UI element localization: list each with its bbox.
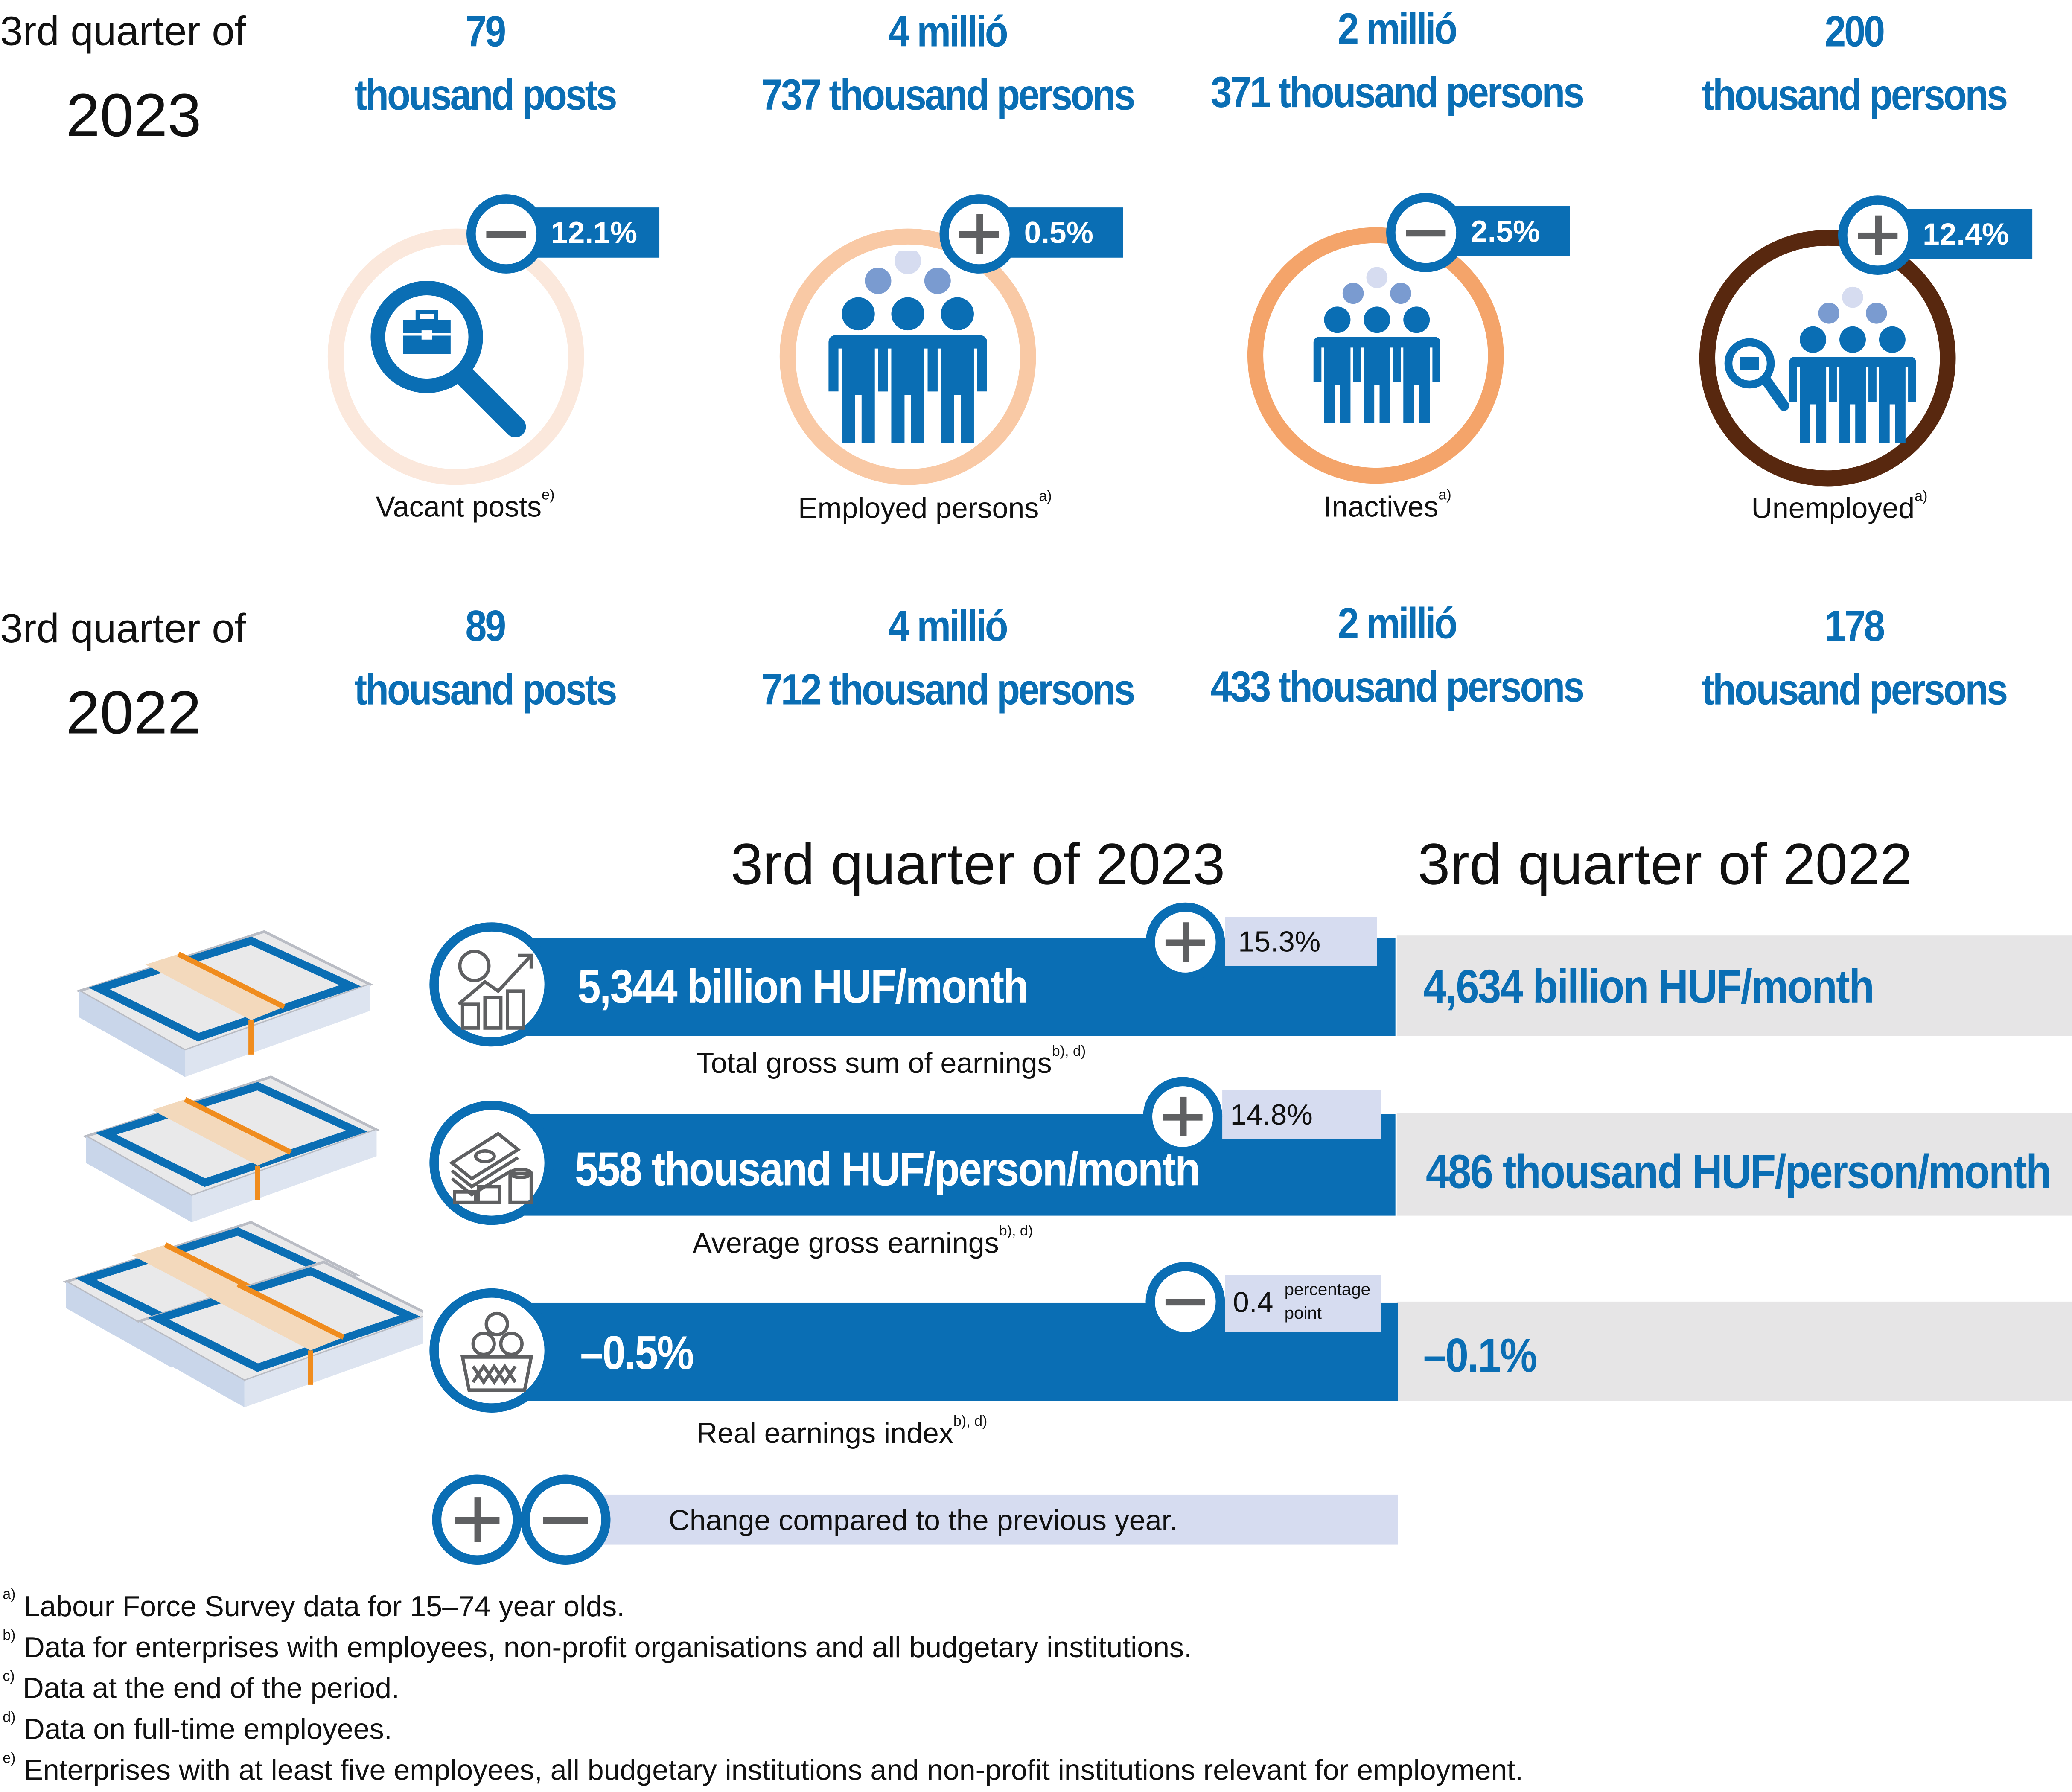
real-index-change-unit: point xyxy=(1284,1302,1322,1323)
plus-icon xyxy=(1145,902,1225,982)
average-earnings-previous-value: 486 thousand HUF/person/month xyxy=(1425,1144,2052,1199)
banknotes-coins-icon xyxy=(429,1101,554,1225)
real-index-change-value: 0.4 xyxy=(1233,1285,1274,1319)
inactive-previous-value: 2 millió 433 thousand persons xyxy=(1210,598,1585,711)
real-index-change: 0.4 percentage point xyxy=(1225,1275,1381,1332)
minus-icon xyxy=(466,194,546,274)
total-earnings-previous-value: 4,634 billion HUF/month xyxy=(1423,959,1874,1014)
average-earnings-previous-bar xyxy=(1396,1113,2072,1216)
footnote-e: e) Enterprises with at least five employ… xyxy=(3,1751,1524,1787)
footnote-d: d) Data on full-time employees. xyxy=(3,1710,392,1746)
vacant-current-value: 79 thousand posts xyxy=(354,6,617,119)
real-index-change-unit: percentage xyxy=(1284,1279,1371,1299)
real-index-current-value: –0.5% xyxy=(580,1325,694,1380)
unemployed-label: Unemployeda) xyxy=(1751,489,1928,525)
employed-persons-label: Employed personsa) xyxy=(798,489,1052,525)
magnifier-briefcase-icon xyxy=(370,280,526,437)
plus-icon xyxy=(1838,195,1918,275)
plus-icon xyxy=(1143,1077,1223,1157)
total-earnings-previous-bar xyxy=(1396,935,2072,1036)
current-period-label: 3rd quarter of xyxy=(0,8,246,54)
current-period-year: 2023 xyxy=(66,80,201,149)
average-earnings-change: 14.8% xyxy=(1222,1090,1381,1139)
inactive-current-value: 2 millió 371 thousand persons xyxy=(1210,4,1585,117)
legend-text: Change compared to the previous year. xyxy=(581,1494,1398,1545)
total-earnings-label: Total gross sum of earningsb), d) xyxy=(696,1044,1086,1080)
money-stack-illustration xyxy=(53,930,423,1414)
minus-icon xyxy=(1386,193,1466,272)
total-earnings-change: 15.3% xyxy=(1225,917,1377,966)
previous-period-label: 3rd quarter of xyxy=(0,605,246,652)
vacant-previous-value: 89 thousand posts xyxy=(354,601,617,714)
basket-coins-icon xyxy=(429,1288,554,1413)
inactives-label: Inactivesa) xyxy=(1323,487,1451,524)
people-group-icon xyxy=(1285,264,1469,423)
unemployed-current-value: 200 thousand persons xyxy=(1702,6,2008,119)
plus-icon xyxy=(939,194,1019,274)
previous-period-year: 2022 xyxy=(66,678,201,747)
employed-current-value: 4 millió 737 thousand persons xyxy=(761,6,1136,119)
footnote-a: a) Labour Force Survey data for 15–74 ye… xyxy=(3,1587,625,1623)
rising-earnings-chart-icon xyxy=(429,922,554,1047)
business-people-icon xyxy=(815,251,1000,443)
earnings-header-current: 3rd quarter of 2023 xyxy=(730,832,1225,897)
plus-icon xyxy=(432,1474,522,1565)
total-earnings-current-value: 5,344 billion HUF/month xyxy=(577,959,1029,1014)
minus-icon xyxy=(1145,1262,1225,1341)
earnings-header-previous: 3rd quarter of 2022 xyxy=(1417,832,1912,897)
average-earnings-label: Average gross earningsb), d) xyxy=(692,1224,1033,1259)
minus-icon xyxy=(520,1474,611,1565)
unemployed-previous-value: 178 thousand persons xyxy=(1702,601,2008,714)
footnote-c: c) Data at the end of the period. xyxy=(3,1669,399,1705)
employed-previous-value: 4 millió 712 thousand persons xyxy=(761,601,1136,714)
footnote-b: b) Data for enterprises with employees, … xyxy=(3,1628,1192,1664)
real-index-label: Real earnings indexb), d) xyxy=(696,1414,988,1450)
real-index-previous-value: –0.1% xyxy=(1423,1328,1537,1382)
real-index-previous-bar xyxy=(1396,1301,2072,1401)
average-earnings-current-value: 558 thousand HUF/person/month xyxy=(574,1142,1201,1196)
vacant-posts-label: Vacant postse) xyxy=(376,487,555,524)
job-search-people-icon xyxy=(1724,284,1926,443)
